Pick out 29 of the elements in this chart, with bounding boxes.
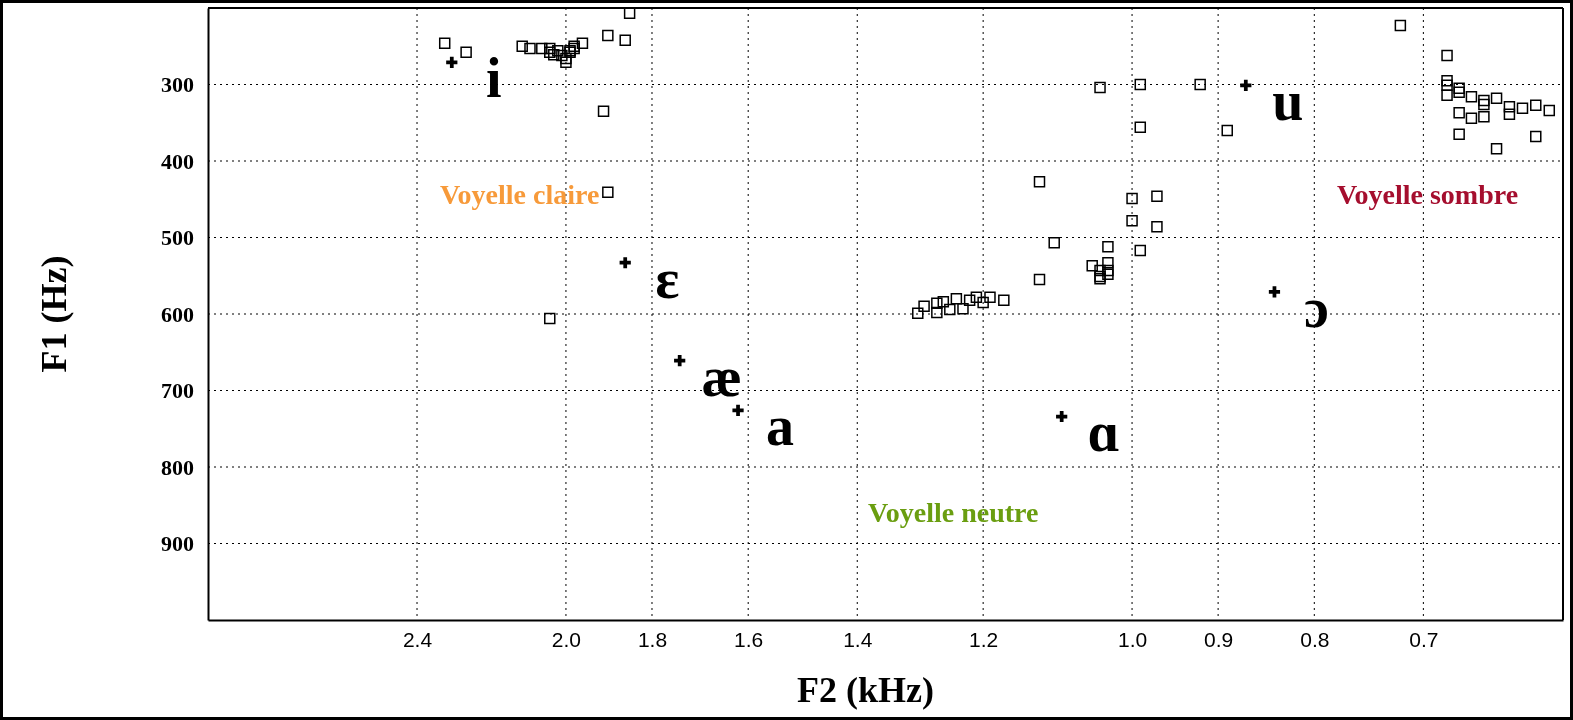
- x-tick-label: 1.6: [734, 627, 764, 651]
- annotation: a: [766, 395, 795, 458]
- x-tick-label: 2.0: [551, 627, 582, 651]
- x-tick-label: 2.4: [402, 627, 433, 651]
- y-tick-label: 500: [161, 225, 194, 251]
- x-tick-label: 1.0: [1117, 627, 1148, 651]
- annotation: æ: [701, 345, 742, 408]
- y-tick-label: 900: [161, 531, 194, 557]
- y-tick-label: 800: [161, 454, 194, 480]
- annotation: Voyelle sombre: [1336, 179, 1519, 211]
- x-axis-title: F2 (kHz): [797, 670, 934, 710]
- y-tick-label: 400: [161, 148, 194, 174]
- y-axis-title: F1 (Hz): [34, 255, 74, 373]
- annotation: i: [486, 47, 502, 110]
- annotation: ɛ: [655, 247, 680, 310]
- annotation: ɔ: [1304, 276, 1329, 339]
- x-tick-label: 1.4: [843, 627, 873, 651]
- annotation: u: [1272, 70, 1304, 133]
- x-tick-label: 0.8: [1300, 627, 1330, 651]
- annotation: Voyelle neutre: [868, 497, 1039, 529]
- annotation: Voyelle claire: [439, 179, 600, 211]
- y-tick-label: 600: [161, 301, 194, 327]
- y-tick-label: 700: [161, 378, 194, 404]
- x-tick-label: 0.9: [1204, 627, 1234, 651]
- y-tick-label: 300: [161, 72, 194, 98]
- x-tick-label: 0.7: [1409, 627, 1439, 651]
- x-tick-label: 1.8: [637, 627, 668, 651]
- annotation: ɑ: [1087, 401, 1120, 464]
- x-tick-label: 1.2: [969, 627, 999, 651]
